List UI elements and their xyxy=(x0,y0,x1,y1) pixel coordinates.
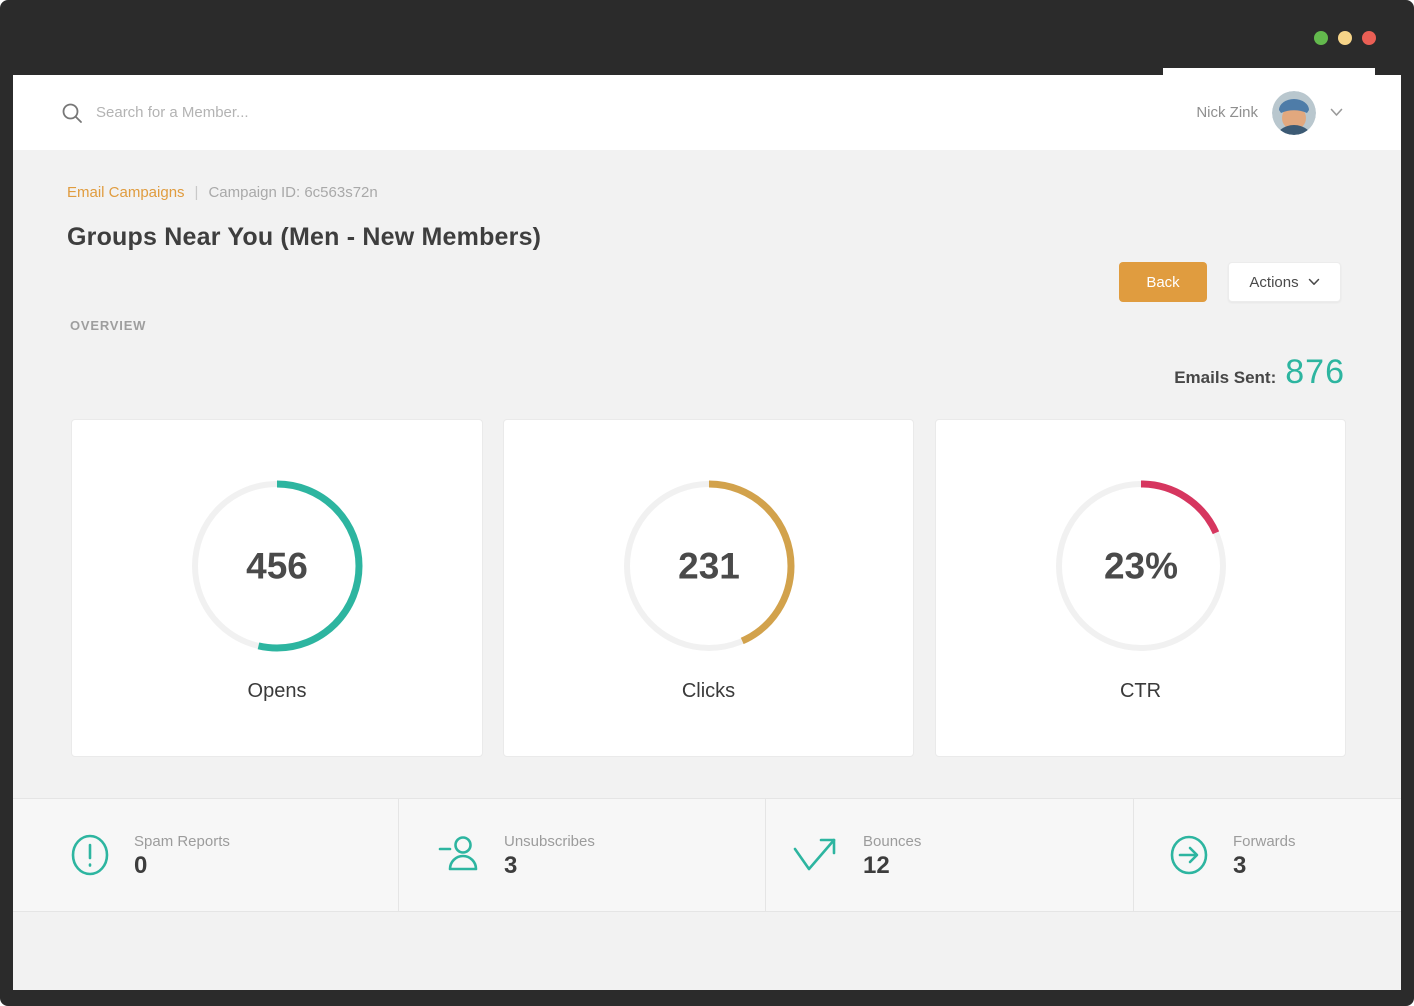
clicks-donut-chart: 231 xyxy=(623,480,794,652)
user-minus-icon xyxy=(438,834,480,876)
stat-label: Unsubscribes xyxy=(504,832,595,850)
chevron-down-icon xyxy=(1308,278,1319,285)
user-panel-notch xyxy=(1163,68,1375,76)
clicks-donut-arc xyxy=(623,480,794,652)
alert-circle-icon xyxy=(70,833,110,877)
window-red-light[interactable] xyxy=(1362,31,1376,45)
stat-value: 3 xyxy=(504,851,518,879)
emails-sent-value: 876 xyxy=(1285,353,1345,391)
window-traffic-lights xyxy=(1314,31,1376,45)
ctr-card: 23% CTR xyxy=(935,419,1346,757)
ctr-donut-arc xyxy=(1055,480,1226,652)
breadcrumb-separator: | xyxy=(194,184,199,201)
opens-card: 456 Opens xyxy=(71,419,483,757)
page-title: Groups Near You (Men - New Members) xyxy=(67,223,542,251)
overview-section-label: OVERVIEW xyxy=(70,318,147,333)
bounce-arrow-icon xyxy=(791,835,839,875)
search-icon[interactable] xyxy=(61,102,83,124)
opens-value: 456 xyxy=(246,546,308,587)
arrow-right-circle-icon xyxy=(1169,834,1209,876)
top-bar: Nick Zink xyxy=(13,75,1401,150)
opens-label: Opens xyxy=(247,680,307,702)
avatar[interactable] xyxy=(1272,90,1316,135)
stat-label: Forwards xyxy=(1233,832,1296,850)
user-menu[interactable]: Nick Zink xyxy=(1196,75,1343,150)
window-yellow-light[interactable] xyxy=(1338,31,1352,45)
stat-label: Spam Reports xyxy=(134,832,230,850)
unsubscribes-stat: Unsubscribes 3 xyxy=(398,799,765,911)
ctr-donut-chart: 23% xyxy=(1055,480,1226,652)
window-green-light[interactable] xyxy=(1314,31,1328,45)
clicks-card: 231 Clicks xyxy=(503,419,914,757)
stat-value: 3 xyxy=(1233,851,1247,879)
stat-value: 12 xyxy=(863,851,890,879)
breadcrumb-campaign-id: Campaign ID: 6c563s72n xyxy=(208,184,378,201)
spam-reports-stat: Spam Reports 0 xyxy=(13,799,398,911)
search-input[interactable] xyxy=(96,104,516,121)
bounces-stat: Bounces 12 xyxy=(765,799,1133,911)
stat-label: Bounces xyxy=(863,832,922,850)
emails-sent-label: Emails Sent: xyxy=(1174,368,1277,387)
app-surface: Nick Zink Email Campaigns | xyxy=(13,75,1401,990)
clicks-label: Clicks xyxy=(681,680,736,702)
ctr-value: 23% xyxy=(1103,546,1177,587)
chevron-down-icon xyxy=(1330,108,1343,116)
stat-value: 0 xyxy=(134,851,148,879)
breadcrumb: Email Campaigns | Campaign ID: 6c563s72n xyxy=(67,184,378,201)
back-button[interactable]: Back xyxy=(1119,262,1207,302)
clicks-value: 231 xyxy=(678,546,740,587)
opens-donut-chart: 456 xyxy=(191,480,363,652)
forwards-stat: Forwards 3 xyxy=(1133,799,1401,911)
opens-donut-arc xyxy=(191,480,363,652)
member-search xyxy=(61,75,516,150)
actions-button[interactable]: Actions xyxy=(1228,262,1341,302)
stats-strip: Spam Reports 0 Unsubscribes 3 xyxy=(13,798,1401,912)
breadcrumb-email-campaigns-link[interactable]: Email Campaigns xyxy=(67,184,185,201)
actions-button-label: Actions xyxy=(1249,273,1299,291)
user-name: Nick Zink xyxy=(1196,104,1258,121)
ctr-label: CTR xyxy=(1119,680,1162,702)
emails-sent: Emails Sent: 876 xyxy=(1174,353,1345,392)
